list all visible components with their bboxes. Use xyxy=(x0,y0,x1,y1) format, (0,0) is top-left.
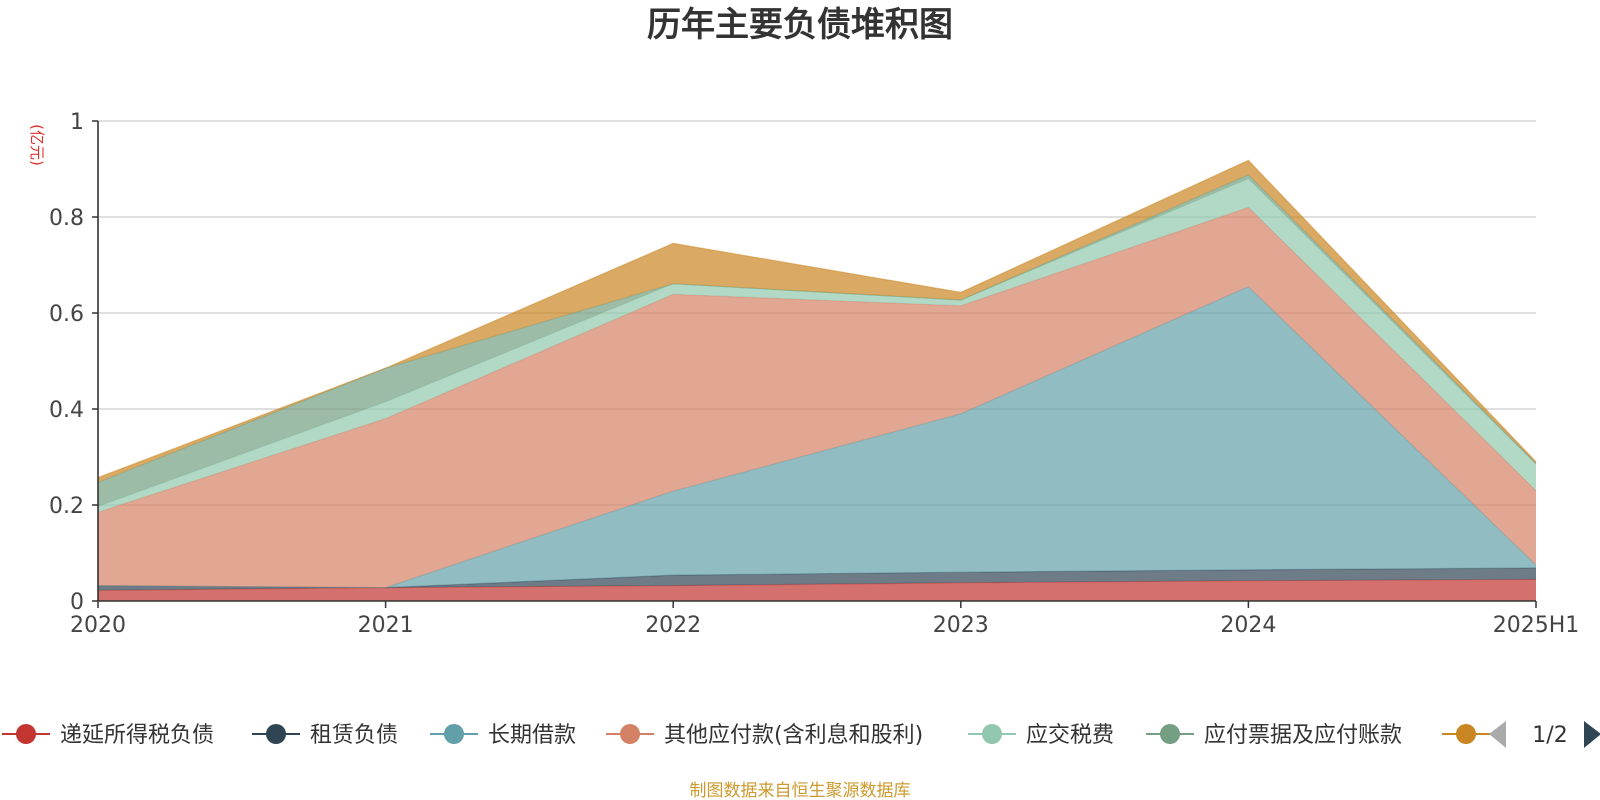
y-tick-label: 1 xyxy=(70,110,84,135)
legend-marker-dot xyxy=(982,724,1002,744)
legend-page-indicator: 1/2 xyxy=(1532,723,1567,748)
legend-pager: 1/2 xyxy=(1489,721,1600,748)
legend-item[interactable]: 其他应付款(含利息和股利) xyxy=(606,723,923,748)
legend-prev-icon[interactable] xyxy=(1489,721,1506,748)
legend-item[interactable] xyxy=(1442,724,1490,744)
legend-item[interactable]: 租赁负债 xyxy=(252,723,398,748)
legend-marker-dot xyxy=(444,724,464,744)
legend-item[interactable]: 应交税费 xyxy=(968,723,1114,748)
y-tick-label: 0 xyxy=(70,590,84,615)
area-series-7-edge xyxy=(97,159,1537,479)
area-series-1 xyxy=(98,579,1536,601)
x-tick-label: 2021 xyxy=(358,613,414,638)
y-tick-label: 0.2 xyxy=(49,494,84,519)
data-source-note: 制图数据来自恒生聚源数据库 xyxy=(690,781,911,800)
legend-item[interactable]: 递延所得税负债 xyxy=(2,723,214,748)
legend-marker-dot xyxy=(266,724,286,744)
x-tick-label: 2022 xyxy=(645,613,701,638)
area-series-3 xyxy=(98,286,1536,588)
legend-label: 应付票据及应付账款 xyxy=(1204,723,1402,748)
legend-label: 租赁负债 xyxy=(310,723,398,748)
legend-marker-dot xyxy=(1456,724,1476,744)
area-series-4 xyxy=(98,207,1536,588)
y-tick-label: 0.6 xyxy=(49,302,84,327)
area-series xyxy=(97,159,1537,601)
legend-item[interactable]: 长期借款 xyxy=(430,723,576,748)
legend-marker-dot xyxy=(1160,724,1180,744)
legend-label: 应交税费 xyxy=(1026,723,1114,748)
legend-label: 长期借款 xyxy=(488,723,576,748)
y-tick-label: 0.4 xyxy=(49,398,84,423)
x-tick-label: 2020 xyxy=(70,613,126,638)
y-axis-unit: (亿元) xyxy=(28,124,46,166)
x-tick-label: 2025H1 xyxy=(1493,613,1580,638)
axes: 0 0.2 0.4 0.6 0.8 1 2020 2021 2022 2023 2024 2025H1 xyxy=(49,110,1579,638)
legend-marker-dot xyxy=(620,724,640,744)
x-tick-label: 2023 xyxy=(933,613,989,638)
legend-next-icon[interactable] xyxy=(1584,721,1600,748)
y-tick-label: 0.8 xyxy=(49,206,84,231)
legend-marker-dot xyxy=(16,724,36,744)
legend: 递延所得税负债 租赁负债 长期借款 其他应付款(含利息和股利) 应交税费 应付票据及应付账… xyxy=(2,723,1490,748)
chart-title: 历年主要负债堆积图 xyxy=(647,5,953,45)
x-tick-label: 2024 xyxy=(1220,613,1276,638)
legend-item[interactable]: 应付票据及应付账款 xyxy=(1146,723,1402,748)
legend-label: 递延所得税负债 xyxy=(60,723,214,748)
legend-label: 其他应付款(含利息和股利) xyxy=(664,723,923,748)
